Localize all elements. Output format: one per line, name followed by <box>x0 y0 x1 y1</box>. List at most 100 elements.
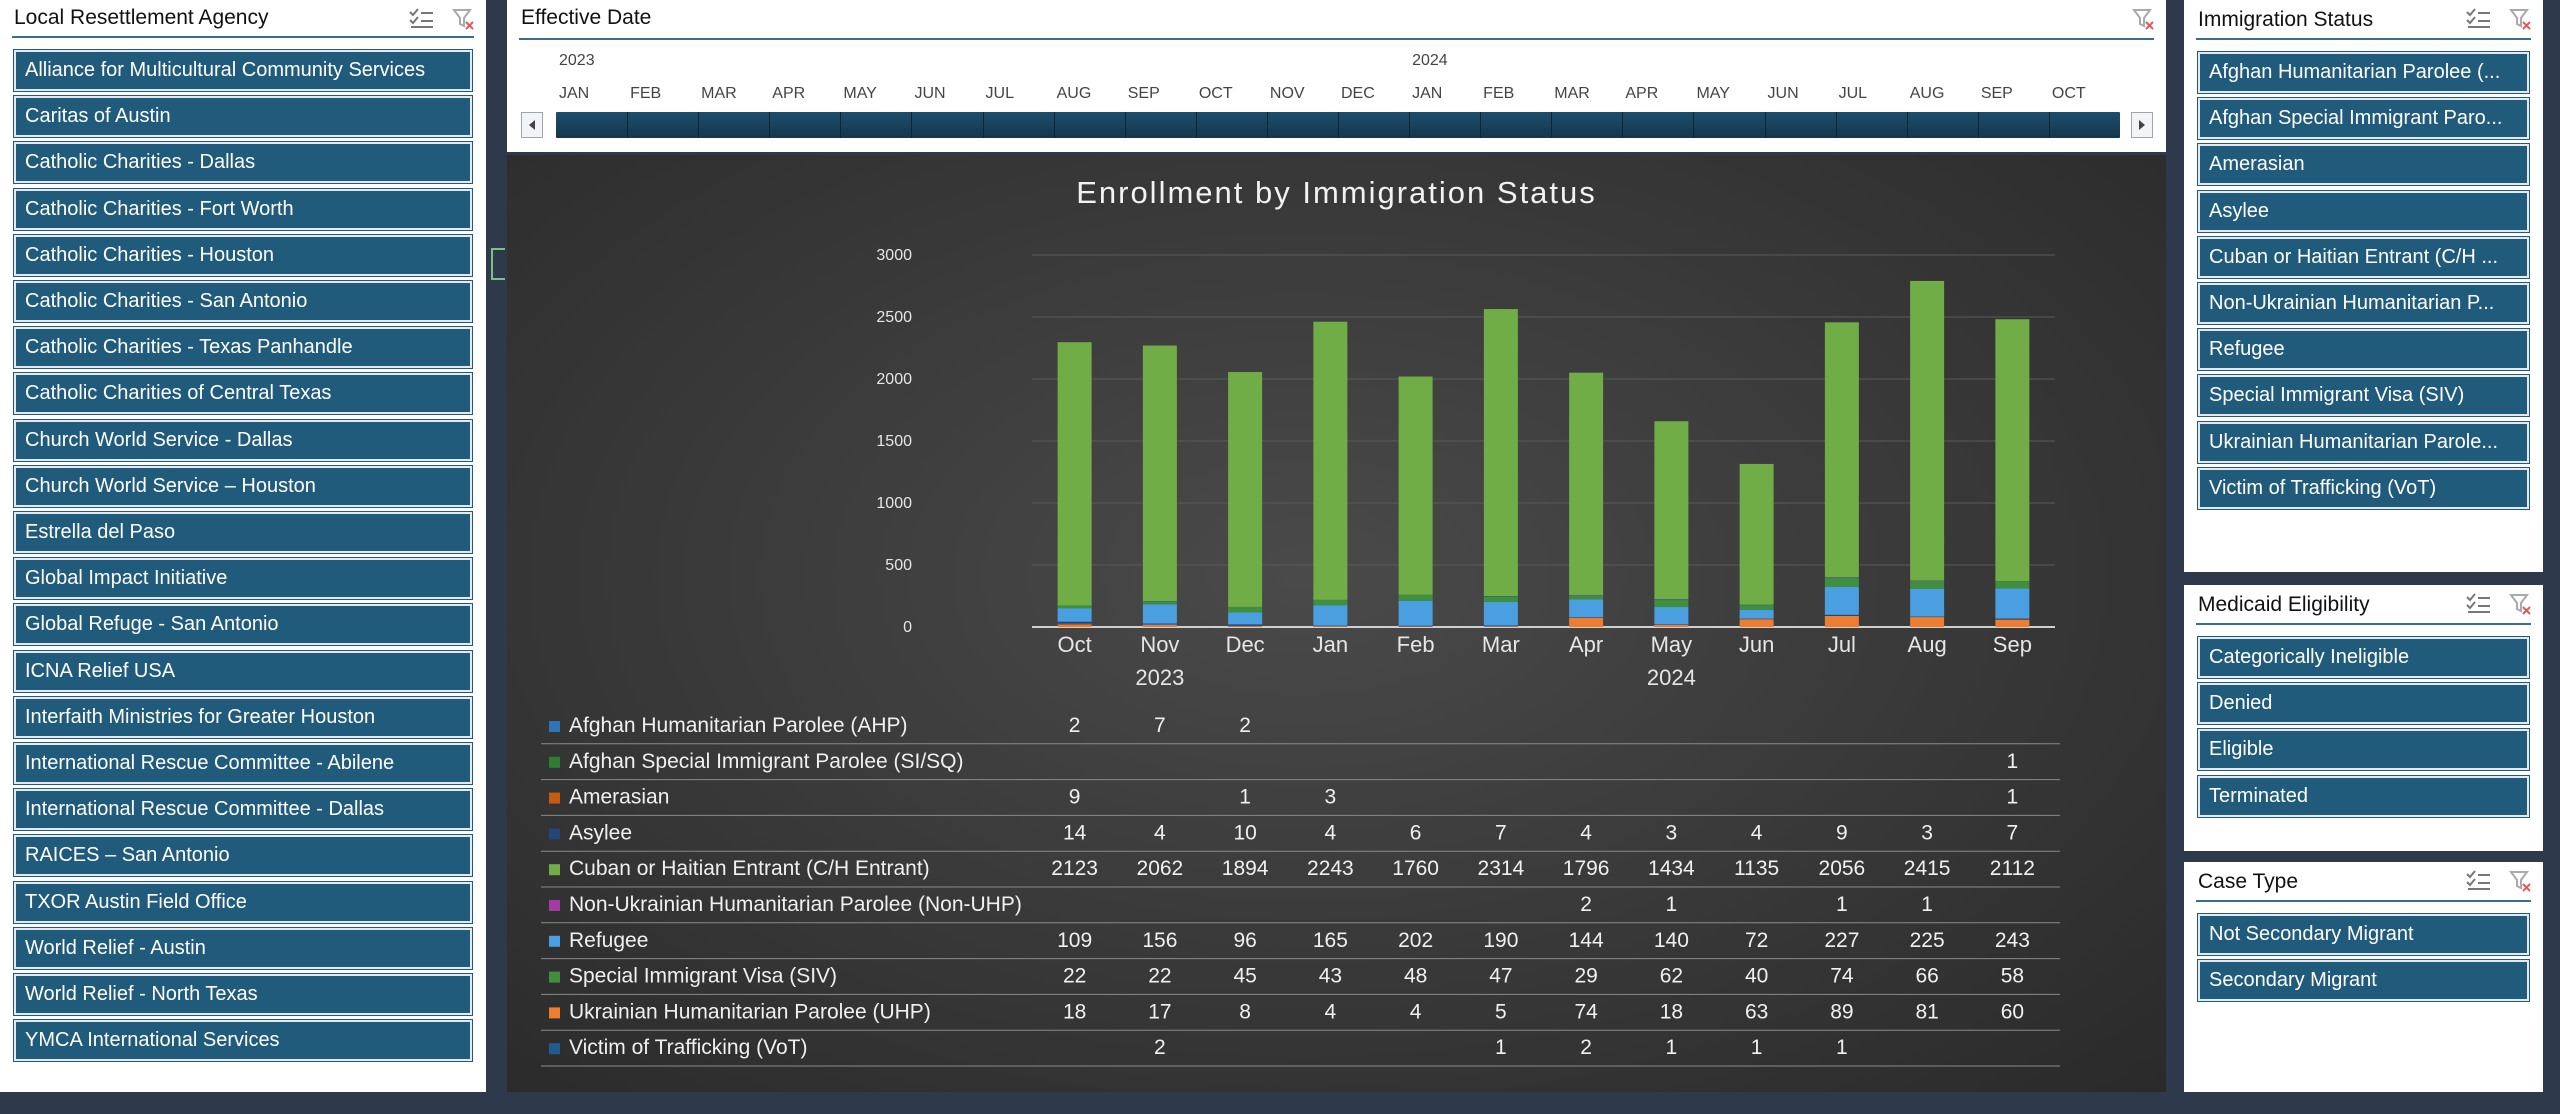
clear-filter-icon[interactable] <box>2509 870 2533 892</box>
slicer-item[interactable]: Non-Ukrainian Humanitarian P... <box>2197 282 2530 325</box>
timeline-month-label[interactable]: JUN <box>1767 85 1799 102</box>
clear-filter-icon[interactable] <box>452 8 476 30</box>
slicer-item[interactable]: YMCA International Services <box>13 1019 473 1063</box>
slicer-item[interactable]: Terminated <box>2197 774 2530 818</box>
table-cell-value: 1 <box>1666 1036 1678 1059</box>
slicer-item[interactable]: Catholic Charities - Houston <box>13 233 473 277</box>
slicer-item[interactable]: Cuban or Haitian Entrant (C/H ... <box>2197 235 2530 279</box>
slicer-item[interactable]: Caritas of Austin <box>13 95 473 139</box>
table-cell-value: 1 <box>1921 893 1933 916</box>
slicer-item[interactable]: World Relief - Austin <box>13 926 473 970</box>
timeline-month-label[interactable]: JUN <box>914 85 946 102</box>
bar-segment <box>1824 586 1859 615</box>
slicer-item[interactable]: Asylee <box>2197 189 2530 233</box>
slicer-item[interactable]: Catholic Charities - Dallas <box>13 141 473 185</box>
slicer-item[interactable]: TXOR Austin Field Office <box>13 880 473 924</box>
table-cell-value: 1135 <box>1734 857 1779 880</box>
slicer-item[interactable]: Victim of Trafficking (VoT) <box>2197 466 2530 510</box>
timeline-month-label[interactable]: APR <box>772 85 806 102</box>
timeline-month-label[interactable]: DEC <box>1341 85 1375 102</box>
x-tick-label: Sep <box>1993 632 2032 657</box>
slicer-item[interactable]: Afghan Humanitarian Parolee (... <box>2197 51 2530 94</box>
slicer-item[interactable]: Catholic Charities - San Antonio <box>13 280 473 323</box>
timeline-month-label[interactable]: AUG <box>1056 85 1092 102</box>
slicer-item[interactable]: Categorically Ineligible <box>2197 636 2530 679</box>
table-cell-value: 96 <box>1233 929 1256 952</box>
bar-segment <box>1228 372 1263 607</box>
timeline-month-label[interactable]: MAY <box>1696 85 1730 102</box>
slicer-item[interactable]: Alliance for Multicultural Community Ser… <box>13 49 473 92</box>
timeline-scroll-right-button[interactable] <box>2131 112 2153 138</box>
bar-segment <box>1142 623 1177 625</box>
clear-filter-icon[interactable] <box>2132 8 2156 30</box>
bar-segment <box>1995 581 2030 589</box>
legend-swatch <box>549 828 560 840</box>
bar-segment <box>1313 599 1348 606</box>
multi-select-icon[interactable] <box>2465 8 2491 30</box>
case-slicer-rule <box>2196 900 2531 902</box>
slicer-item[interactable]: ICNA Relief USA <box>13 649 473 693</box>
slicer-item[interactable]: Amerasian <box>2197 143 2530 187</box>
bar-segment <box>1398 594 1433 601</box>
slicer-item[interactable]: Church World Service - Dallas <box>13 418 473 462</box>
table-cell-value: 156 <box>1142 929 1177 952</box>
timeline-month-label[interactable]: OCT <box>1198 85 1233 102</box>
resize-handle[interactable] <box>491 248 505 280</box>
timeline-month-label[interactable]: APR <box>1625 85 1659 102</box>
timeline-month-label[interactable]: JUL <box>985 85 1014 102</box>
table-cell-value: 40 <box>1745 965 1768 988</box>
slicer-item[interactable]: Global Impact Initiative <box>13 557 473 601</box>
timeline-month-label[interactable]: OCT <box>2051 85 2086 102</box>
slicer-item[interactable]: Estrella del Paso <box>13 511 473 554</box>
clear-filter-icon[interactable] <box>2509 593 2533 615</box>
timeline-month-label[interactable]: FEB <box>630 85 662 102</box>
slicer-item[interactable]: RAICES – San Antonio <box>13 834 473 878</box>
multi-select-icon[interactable] <box>408 8 434 30</box>
slicer-item[interactable]: World Relief - North Texas <box>13 973 473 1016</box>
x-tick-label: Jun <box>1739 632 1774 657</box>
timeline-month-label[interactable]: MAR <box>1554 85 1590 102</box>
slicer-item[interactable]: Not Secondary Migrant <box>2197 913 2530 956</box>
bar-segment <box>1313 626 1348 628</box>
timeline-year-label: 2023 <box>559 52 595 69</box>
clear-filter-icon[interactable] <box>2509 8 2533 30</box>
slicer-item[interactable]: Catholic Charities - Texas Panhandle <box>13 326 473 370</box>
timeline-month-label[interactable]: NOV <box>1269 85 1305 102</box>
table-cell-value: 1 <box>2007 750 2019 773</box>
timeline-month-divider <box>1409 112 1411 138</box>
timeline-month-label[interactable]: JAN <box>559 85 590 102</box>
timeline-month-label[interactable]: FEB <box>1483 85 1515 102</box>
timeline-month-label[interactable]: SEP <box>1127 85 1160 102</box>
immigration-status-slicer: Immigration Status Afghan Humanitarian P… <box>2184 0 2543 572</box>
table-cell-value: 60 <box>2001 1000 2024 1023</box>
slicer-item[interactable]: Global Refuge - San Antonio <box>13 603 473 647</box>
slicer-item[interactable]: Church World Service – Houston <box>13 464 473 508</box>
slicer-item[interactable]: Special Immigrant Visa (SIV) <box>2197 374 2530 418</box>
timeline-month-label[interactable]: JAN <box>1412 85 1443 102</box>
slicer-item[interactable]: International Rescue Committee - Dallas <box>13 788 473 832</box>
timeline-month-label[interactable]: JUL <box>1838 85 1868 102</box>
timeline-month-label[interactable]: AUG <box>1909 85 1945 102</box>
timeline-month-label[interactable]: MAR <box>701 85 737 102</box>
slicer-item[interactable]: Refugee <box>2197 328 2530 372</box>
multi-select-icon[interactable] <box>2465 593 2491 615</box>
timeline-range-bar[interactable] <box>556 112 2120 138</box>
slicer-item[interactable]: Ukrainian Humanitarian Parole... <box>2197 420 2530 464</box>
timeline-month-label[interactable]: SEP <box>1980 85 2013 102</box>
timeline-scroll-left-button[interactable] <box>521 112 543 138</box>
slicer-item[interactable]: International Rescue Committee - Abilene <box>13 742 473 785</box>
bar-segment <box>1995 619 2030 627</box>
slicer-item[interactable]: Denied <box>2197 682 2530 726</box>
slicer-item[interactable]: Interfaith Ministries for Greater Housto… <box>13 695 473 739</box>
y-tick-label: 1000 <box>876 495 912 512</box>
slicer-item[interactable]: Catholic Charities of Central Texas <box>13 372 473 416</box>
legend-label: Non-Ukrainian Humanitarian Parolee (Non-… <box>569 893 1022 916</box>
medicaid-eligibility-slicer: Medicaid Eligibility Categorically Ineli… <box>2184 585 2543 851</box>
slicer-item[interactable]: Eligible <box>2197 728 2530 772</box>
slicer-item[interactable]: Catholic Charities - Fort Worth <box>13 187 473 231</box>
multi-select-icon[interactable] <box>2465 870 2491 892</box>
timeline-month-label[interactable]: MAY <box>843 85 877 102</box>
slicer-item[interactable]: Secondary Migrant <box>2197 959 2530 1003</box>
x-tick-label: Apr <box>1569 632 1603 657</box>
slicer-item[interactable]: Afghan Special Immigrant Paro... <box>2197 97 2530 141</box>
